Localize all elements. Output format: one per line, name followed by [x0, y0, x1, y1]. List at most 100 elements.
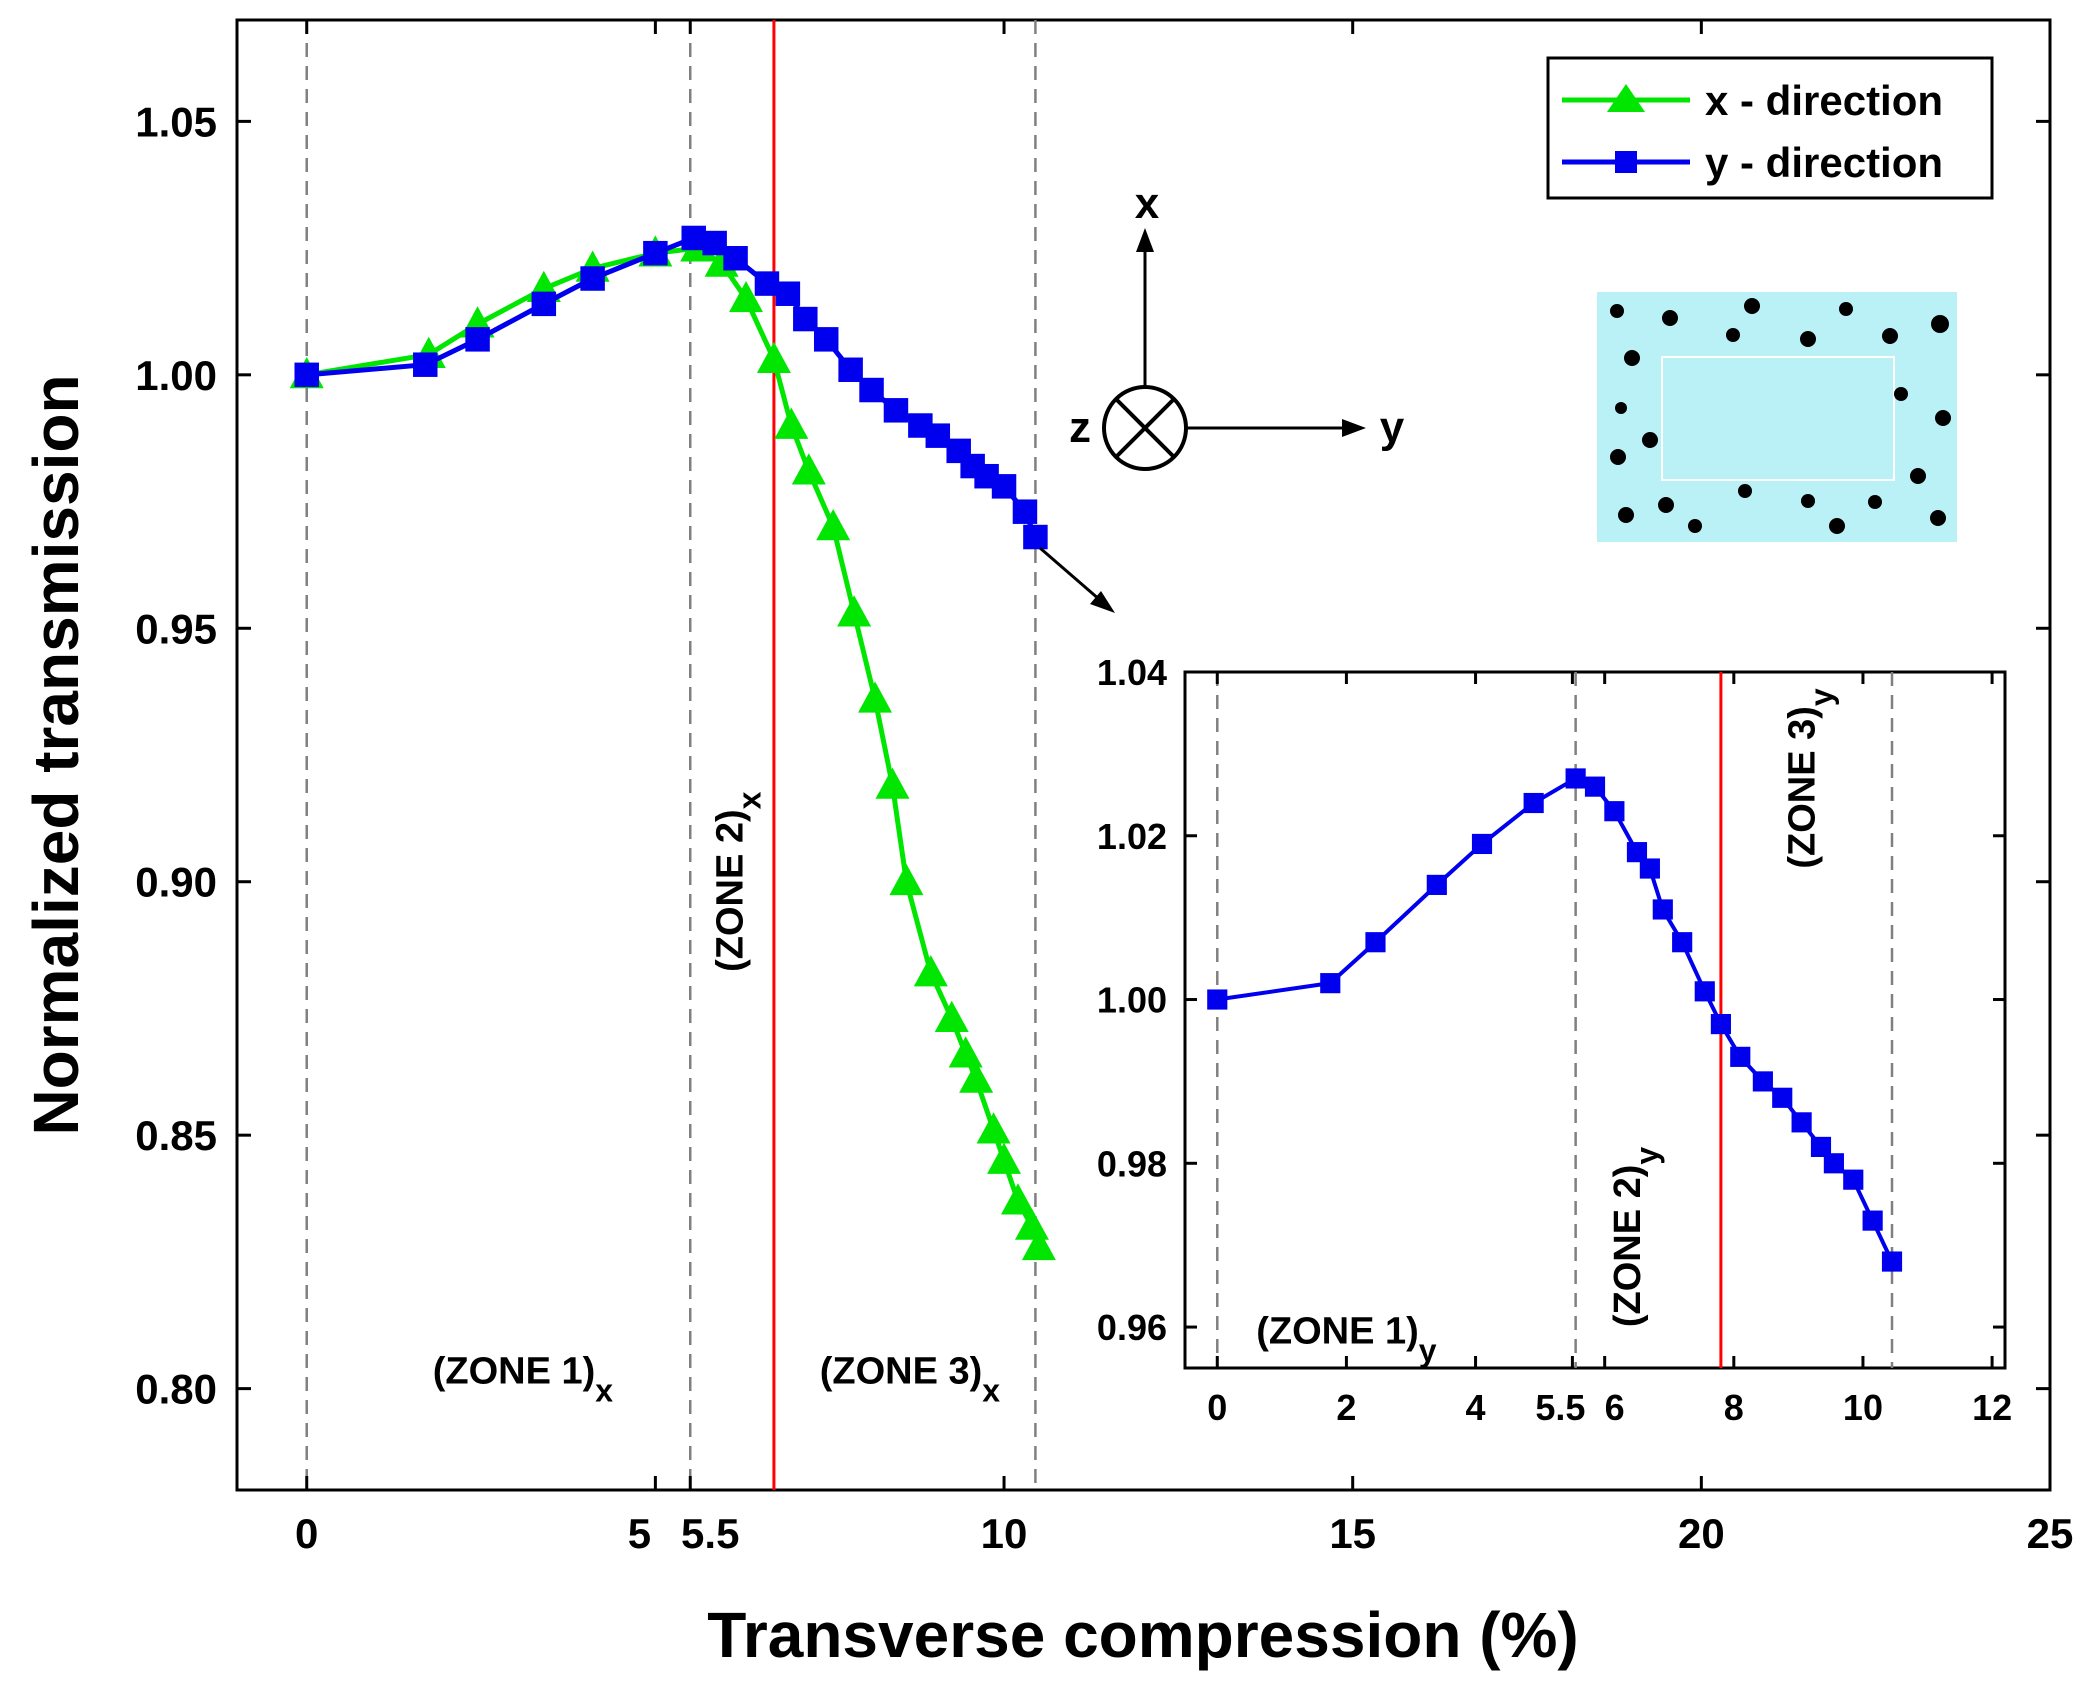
cross-section-dot — [1615, 402, 1627, 414]
inset-square-marker — [1584, 776, 1606, 797]
main-y-tick-label: 1.00 — [135, 352, 217, 399]
inset-zone-labels: (ZONE 1)y (ZONE 2)y (ZONE 3)y — [1256, 688, 1839, 1368]
inset-x-tick-label: 12 — [1972, 1387, 2012, 1428]
legend-label-x-direction: x - direction — [1705, 77, 1943, 124]
inset-y-tick-label: 1.04 — [1097, 652, 1167, 693]
inset-square-marker — [1639, 858, 1660, 879]
inset-square-marker — [1652, 899, 1673, 920]
inset-square-marker — [1672, 932, 1693, 953]
legend-label-y-direction: y - direction — [1705, 139, 1943, 186]
inset-x-tick-label: 5.5 — [1535, 1387, 1585, 1428]
connector-arrow-shaft — [1039, 546, 1101, 602]
inset-square-marker — [1320, 973, 1341, 994]
main-y-tick-label: 0.90 — [135, 859, 217, 906]
main-axis-ticks — [237, 20, 2052, 1490]
inset-square-marker — [1810, 1136, 1832, 1157]
cross-section-dot — [1894, 387, 1908, 401]
main-square-marker — [643, 240, 668, 266]
inset-square-marker — [1710, 1014, 1731, 1035]
main-triangle-marker — [791, 453, 826, 485]
inset-x-tick-label: 2 — [1336, 1387, 1356, 1428]
main-triangle-marker — [934, 1000, 969, 1032]
inset-square-marker — [1604, 801, 1625, 822]
cross-section-dot — [1726, 328, 1740, 342]
z-axis-cross-b — [1114, 397, 1176, 459]
main-square-marker — [859, 377, 884, 403]
cross-section-dot — [1618, 507, 1634, 523]
main-square-marker — [1023, 524, 1048, 550]
inset-square-marker — [1565, 768, 1586, 789]
inset-square-marker — [1843, 1169, 1864, 1190]
main-square-marker — [465, 327, 490, 352]
inset-x-tick-label: 0 — [1207, 1387, 1227, 1428]
inset-axis-ticks — [1185, 670, 2005, 1368]
main-square-marker — [531, 291, 557, 317]
cross-section-core-outline — [1661, 356, 1895, 481]
cross-section-dot — [1658, 497, 1674, 513]
main-triangle-marker — [858, 681, 893, 713]
main-square-marker — [1012, 499, 1038, 524]
main-series-layer — [289, 225, 1056, 1261]
inset-label-zone3: (ZONE 3)y — [1782, 688, 1840, 869]
inset-square-marker — [1694, 981, 1715, 1002]
inset-square-marker — [1862, 1210, 1883, 1231]
inset-connector-arrow — [1039, 546, 1115, 613]
main-square-marker — [294, 362, 319, 388]
inset-square-marker — [1207, 989, 1228, 1010]
cross-section-dot — [1662, 310, 1678, 326]
cross-section-dot — [1610, 304, 1624, 318]
cross-section-dot — [1610, 449, 1626, 465]
main-square-marker — [702, 230, 727, 256]
main-label-zone1: (ZONE 1)x — [433, 1351, 614, 1409]
main-plot: 0 5 5.5 10 15 20 250.800.850.900.951.001.05 (Z… — [20, 18, 2073, 1671]
main-zone-labels: (ZONE 1)x (ZONE 2)x (ZONE 3)x — [433, 791, 1001, 1408]
cross-section-dot — [1801, 494, 1815, 508]
main-triangle-marker — [959, 1061, 994, 1093]
z-axis-letter: z — [1069, 403, 1091, 452]
main-triangle-marker — [987, 1142, 1022, 1174]
inset-square-marker — [1730, 1046, 1751, 1067]
inset-tick-labels: 0 2 4 5.5 6 8 10 12 0.96 0.98 1.00 1.02 1.04 — [1097, 652, 2012, 1428]
main-x-tick-label: 25 — [2027, 1510, 2074, 1557]
inset-square-marker — [1791, 1112, 1812, 1133]
main-square-marker — [413, 352, 438, 377]
main-square-marker — [723, 246, 748, 271]
cross-section-dot — [1882, 328, 1898, 344]
main-tick-labels: 0 5 5.5 10 15 20 250.800.850.900.951.001.05 — [135, 98, 2073, 1557]
cross-section-dot — [1910, 468, 1926, 484]
main-square-marker — [775, 281, 801, 306]
main-triangle-marker — [1000, 1183, 1035, 1215]
x-axis-arrow-head — [1136, 228, 1154, 252]
cross-section-dot — [1800, 331, 1816, 347]
main-plot-frame — [235, 18, 2052, 1492]
inset-y-tick-label: 1.02 — [1097, 816, 1167, 857]
main-y-tick-label: 0.95 — [135, 605, 217, 652]
main-square-marker — [681, 225, 706, 251]
main-square-marker — [991, 474, 1017, 499]
y-axis-letter: y — [1380, 403, 1405, 452]
inset-square-marker — [1752, 1071, 1773, 1092]
inset-square-marker — [1823, 1153, 1844, 1174]
main-square-marker — [925, 423, 951, 448]
main-triangle-marker — [913, 955, 948, 987]
inset-square-marker — [1772, 1087, 1793, 1108]
main-y-tick-label: 0.80 — [135, 1366, 217, 1413]
cross-section-dot — [1624, 350, 1640, 366]
inset-x-tick-label: 4 — [1466, 1387, 1486, 1428]
cross-section-dot — [1935, 410, 1951, 426]
main-label-zone3: (ZONE 3)x — [820, 1351, 1001, 1409]
inset-square-marker — [1881, 1251, 1903, 1272]
inset-y-tick-label: 1.00 — [1097, 980, 1167, 1021]
x-axis-letter: x — [1135, 179, 1160, 228]
main-triangle-marker — [976, 1112, 1011, 1144]
cross-section-dot — [1829, 518, 1845, 534]
main-y-tick-label: 0.85 — [135, 1112, 217, 1159]
inset-x-tick-label: 10 — [1843, 1387, 1883, 1428]
cross-section-dot — [1930, 510, 1946, 526]
cross-section-dot — [1839, 302, 1853, 316]
cross-section-illustration — [1597, 292, 1957, 542]
main-x-tick-label: 20 — [1678, 1510, 1725, 1557]
main-x-tick-label: 5 — [628, 1510, 651, 1557]
main-square-marker — [813, 327, 839, 352]
inset-label-zone2: (ZONE 2)y — [1607, 1147, 1665, 1328]
